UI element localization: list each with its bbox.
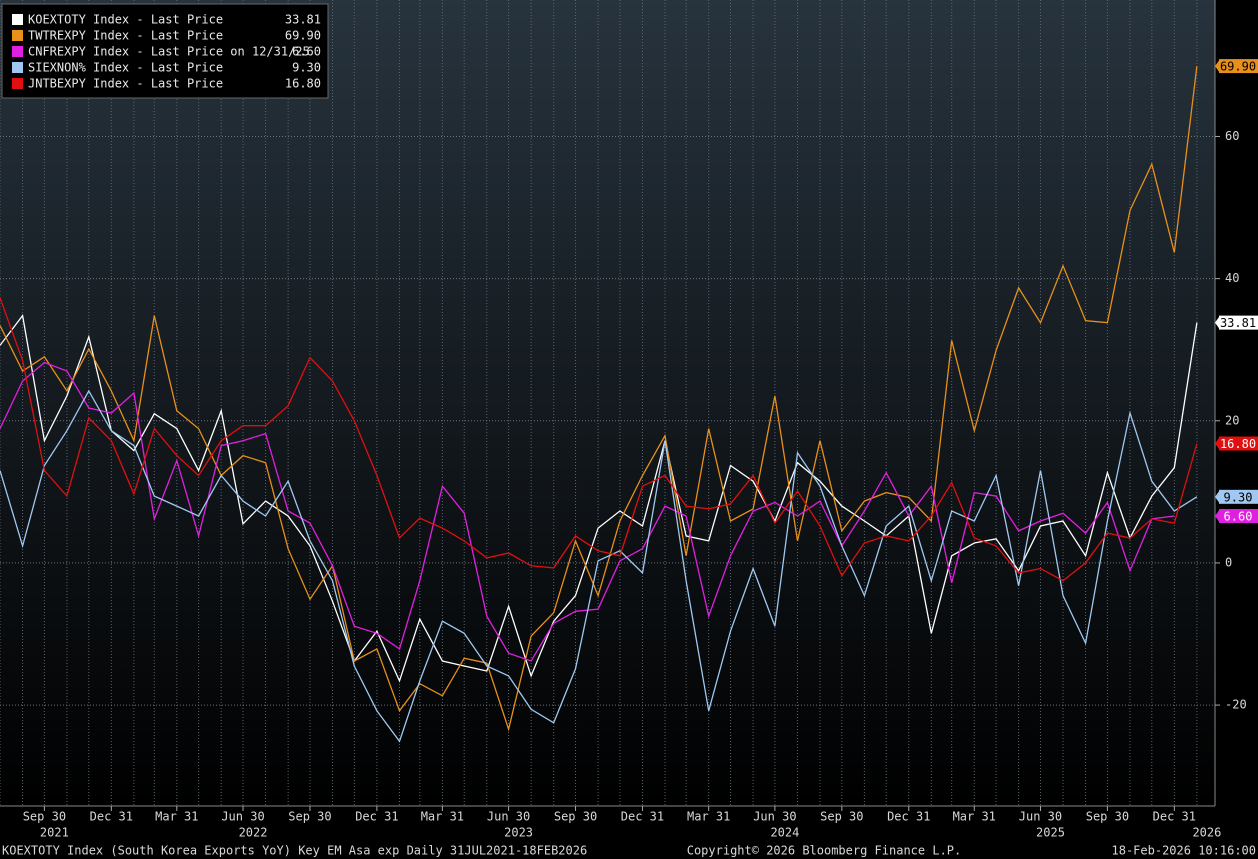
legend-label: JNTBEXPY Index - Last Price [28,77,223,91]
tag-pointer [1215,436,1220,451]
x-tick-label: Sep 30 [23,810,66,824]
x-tick-label: Mar 31 [421,810,464,824]
legend-value: 69.90 [285,29,321,43]
tag-box [1219,436,1258,451]
series-line [0,389,1198,743]
tag-label: 69.90 [1220,60,1256,74]
x-tick-label: Mar 31 [687,810,730,824]
x-tick-label: Sep 30 [554,810,597,824]
x-tick-label: Sep 30 [288,810,331,824]
year-label: 2026 [1192,826,1221,840]
legend-box [1,3,329,99]
x-tick-label: Sep 30 [820,810,863,824]
legend-label: CNFREXPY Index - Last Price on 12/31/25 [28,45,310,59]
y-tick-label: 20 [1225,413,1239,427]
series-line [0,314,1198,683]
x-tick-label: Jun 30 [753,810,796,824]
year-label: 2023 [504,826,533,840]
legend-value: 9.30 [292,61,321,75]
year-label: 2021 [40,826,69,840]
legend: KOEXTOTY Index - Last Price 33.81 TWTREXPY… [12,13,321,91]
x-tick-label: Mar 31 [953,810,996,824]
tag-box [1219,509,1258,524]
x-tick-label: Mar 31 [155,810,198,824]
legend-label: TWTREXPY Index - Last Price [28,29,223,43]
legend-value: 6.60 [292,45,321,59]
legend-value: 16.80 [285,77,321,91]
legend-swatch [12,62,23,73]
series-line [0,297,1198,582]
x-tick-label: Dec 31 [355,810,398,824]
legend-value: 33.81 [285,13,321,27]
tag-label: 33.81 [1220,316,1256,330]
tag-label: 9.30 [1224,490,1253,504]
x-tick-label: Dec 31 [621,810,664,824]
x-tick-label: Dec 31 [90,810,133,824]
legend-label: KOEXTOTY Index - Last Price [28,13,223,27]
x-tick-label: Sep 30 [1086,810,1129,824]
series-lines [0,66,1198,743]
tag-box [1219,315,1258,330]
footer-center: Copyright© 2026 Bloomberg Finance L.P. [687,844,962,858]
x-tick-label: Jun 30 [1019,810,1062,824]
legend-label: SIEXNON% Index - Last Price [28,61,223,75]
legend-swatch [12,78,23,89]
tag-box [1219,59,1258,74]
footer-left: KOEXTOTY Index (South Korea Exports YoY)… [2,844,587,858]
tag-box [1219,489,1258,504]
last-price-tags: 33.81 69.90 6.60 9.30 16.80 [1215,59,1258,524]
series-line [0,66,1198,732]
y-tick-label: 0 [1225,555,1232,569]
tag-pointer [1215,59,1220,74]
x-tick-label: Jun 30 [221,810,264,824]
legend-swatch [12,14,23,25]
year-label: 2022 [239,826,268,840]
footer-right: 18-Feb-2026 10:16:00 [1112,844,1257,858]
legend-swatch [12,30,23,41]
x-tick-label: Dec 31 [1153,810,1196,824]
x-tick-label: Jun 30 [487,810,530,824]
tag-label: 6.60 [1224,510,1253,524]
tag-pointer [1215,315,1220,330]
year-label: 2024 [770,826,799,840]
axes: -20 0 20 40 60 Sep 30 Dec 31 Mar 31 Jun 30 Sep 30… [23,129,1247,840]
x-tick-label: Dec 31 [887,810,930,824]
y-tick-label: 60 [1225,129,1239,143]
y-tick-label: -20 [1225,698,1247,712]
tag-pointer [1215,509,1220,524]
legend-swatch [12,46,23,57]
grid [0,0,1215,806]
series-line [0,361,1175,662]
y-tick-label: 40 [1225,271,1239,285]
tag-pointer [1215,489,1220,504]
year-label: 2025 [1036,826,1065,840]
tag-label: 16.80 [1220,437,1256,451]
plot-area [0,0,1215,806]
